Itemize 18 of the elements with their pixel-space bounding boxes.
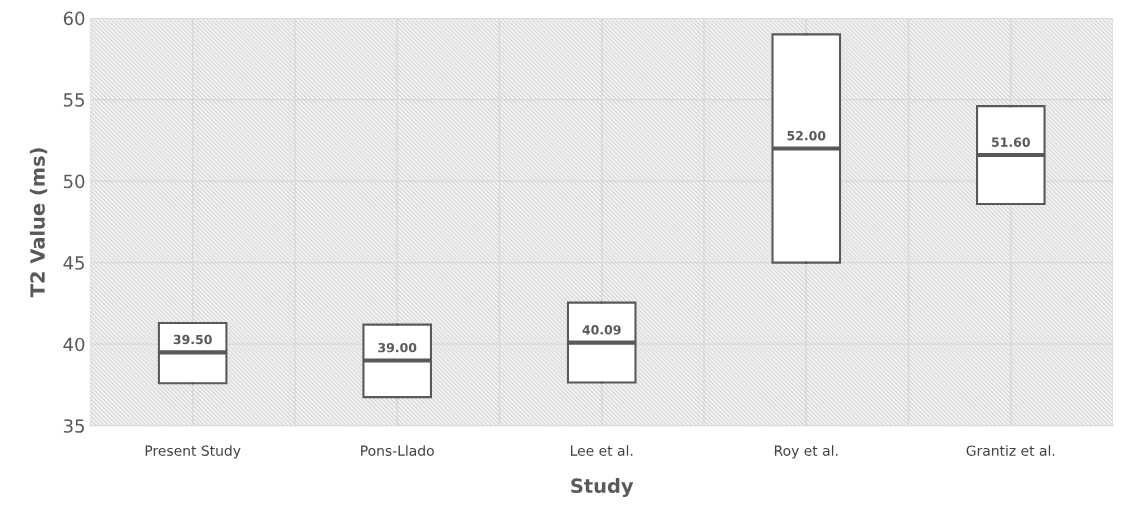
y-tick-label: 45	[63, 256, 84, 270]
text: 52.00	[787, 130, 826, 141]
y-tick-label: 35	[63, 419, 84, 433]
text: 39.00	[378, 342, 417, 353]
y-axis-title: T2 Value (ms)	[29, 148, 48, 298]
y-tick-label: 60	[63, 11, 85, 26]
text: 40.09	[582, 325, 621, 335]
x-tick-label: Pons-Llado	[361, 445, 434, 456]
x-axis-title: Study	[571, 478, 634, 497]
text: 51.60	[991, 137, 1030, 147]
text: 39.50	[173, 334, 212, 345]
y-tick-label: 40	[63, 337, 85, 352]
x-tick-label: Lee et al.	[570, 445, 633, 456]
x-tick-label: Grantiz et al.	[966, 445, 1055, 456]
x-tick-label: Roy et al.	[774, 445, 838, 459]
y-tick-label: 55	[63, 93, 84, 107]
y-tick-label: 50	[63, 174, 85, 189]
x-tick-label: Present Study	[145, 445, 241, 459]
